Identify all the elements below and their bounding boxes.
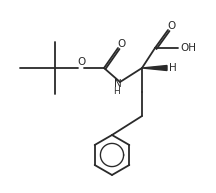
Text: O: O [118,39,126,49]
Text: O: O [78,57,86,67]
Polygon shape [142,65,167,70]
Text: OH: OH [180,43,196,53]
Text: N: N [114,79,122,89]
Text: H: H [113,87,119,96]
Text: H: H [169,63,177,73]
Text: O: O [168,21,176,31]
